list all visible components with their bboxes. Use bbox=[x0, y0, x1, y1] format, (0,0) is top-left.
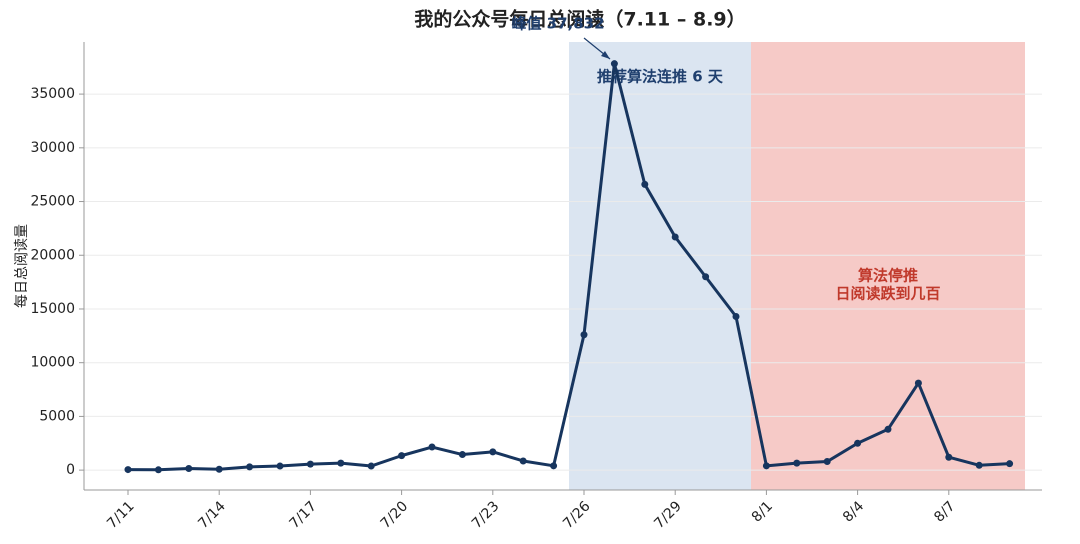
stop-span bbox=[751, 42, 1025, 490]
point bbox=[641, 180, 649, 188]
y-tick-label: 10000 bbox=[30, 355, 75, 371]
x-tick-label: 7/20 bbox=[378, 498, 412, 532]
peak-arrowhead bbox=[601, 51, 610, 59]
point bbox=[519, 457, 527, 465]
stop-annotation: 日阅读跌到几百 bbox=[835, 285, 940, 303]
point bbox=[610, 60, 618, 68]
push-span bbox=[569, 42, 751, 490]
point bbox=[276, 462, 284, 470]
y-tick-label: 20000 bbox=[30, 247, 75, 263]
point bbox=[124, 466, 132, 474]
point bbox=[945, 453, 953, 461]
y-tick-label: 15000 bbox=[30, 301, 75, 317]
x-tick-label: 8/4 bbox=[840, 498, 867, 525]
point bbox=[884, 425, 892, 433]
x-tick-label: 7/17 bbox=[287, 498, 321, 532]
point bbox=[762, 462, 770, 470]
line bbox=[127, 62, 1010, 472]
point bbox=[246, 463, 254, 471]
x-tick-label: 8/1 bbox=[749, 498, 776, 525]
point bbox=[1006, 460, 1014, 468]
y-tick-label: 35000 bbox=[30, 86, 75, 102]
push-annotation: 推荐算法连推 6 天 bbox=[597, 68, 724, 86]
stop-annotation: 算法停推 bbox=[858, 267, 918, 285]
y-tick-label: 25000 bbox=[30, 194, 75, 210]
x-tick-label: 7/29 bbox=[651, 498, 685, 532]
x-tick-label: 7/26 bbox=[560, 498, 594, 532]
point bbox=[154, 466, 162, 474]
point bbox=[550, 462, 558, 470]
point bbox=[215, 465, 223, 473]
point bbox=[458, 451, 466, 459]
point bbox=[732, 312, 740, 320]
point bbox=[428, 443, 436, 451]
point bbox=[671, 233, 679, 241]
point bbox=[489, 448, 497, 456]
point bbox=[367, 462, 375, 470]
point bbox=[914, 379, 922, 387]
point bbox=[306, 460, 314, 468]
y-axis-label: 每日总阅读量 bbox=[13, 224, 30, 308]
point bbox=[398, 452, 406, 460]
point bbox=[702, 273, 710, 281]
x-tick-label: 8/7 bbox=[931, 498, 958, 525]
x-tick-label: 7/11 bbox=[104, 498, 138, 532]
point bbox=[793, 459, 801, 467]
peak-annotation: 峰值 37,832 bbox=[511, 15, 604, 33]
point bbox=[854, 439, 862, 447]
y-tick-label: 30000 bbox=[30, 140, 75, 156]
point bbox=[337, 459, 345, 467]
point bbox=[580, 331, 588, 339]
point bbox=[975, 461, 983, 469]
point bbox=[823, 458, 831, 466]
chart-title: 我的公众号每日总阅读（7.11 – 8.9） bbox=[414, 8, 745, 31]
x-tick-label: 7/23 bbox=[469, 498, 503, 532]
y-tick-label: 5000 bbox=[39, 408, 75, 424]
point bbox=[185, 465, 193, 473]
y-tick-label: 0 bbox=[66, 462, 75, 478]
x-tick-label: 7/14 bbox=[195, 498, 229, 532]
